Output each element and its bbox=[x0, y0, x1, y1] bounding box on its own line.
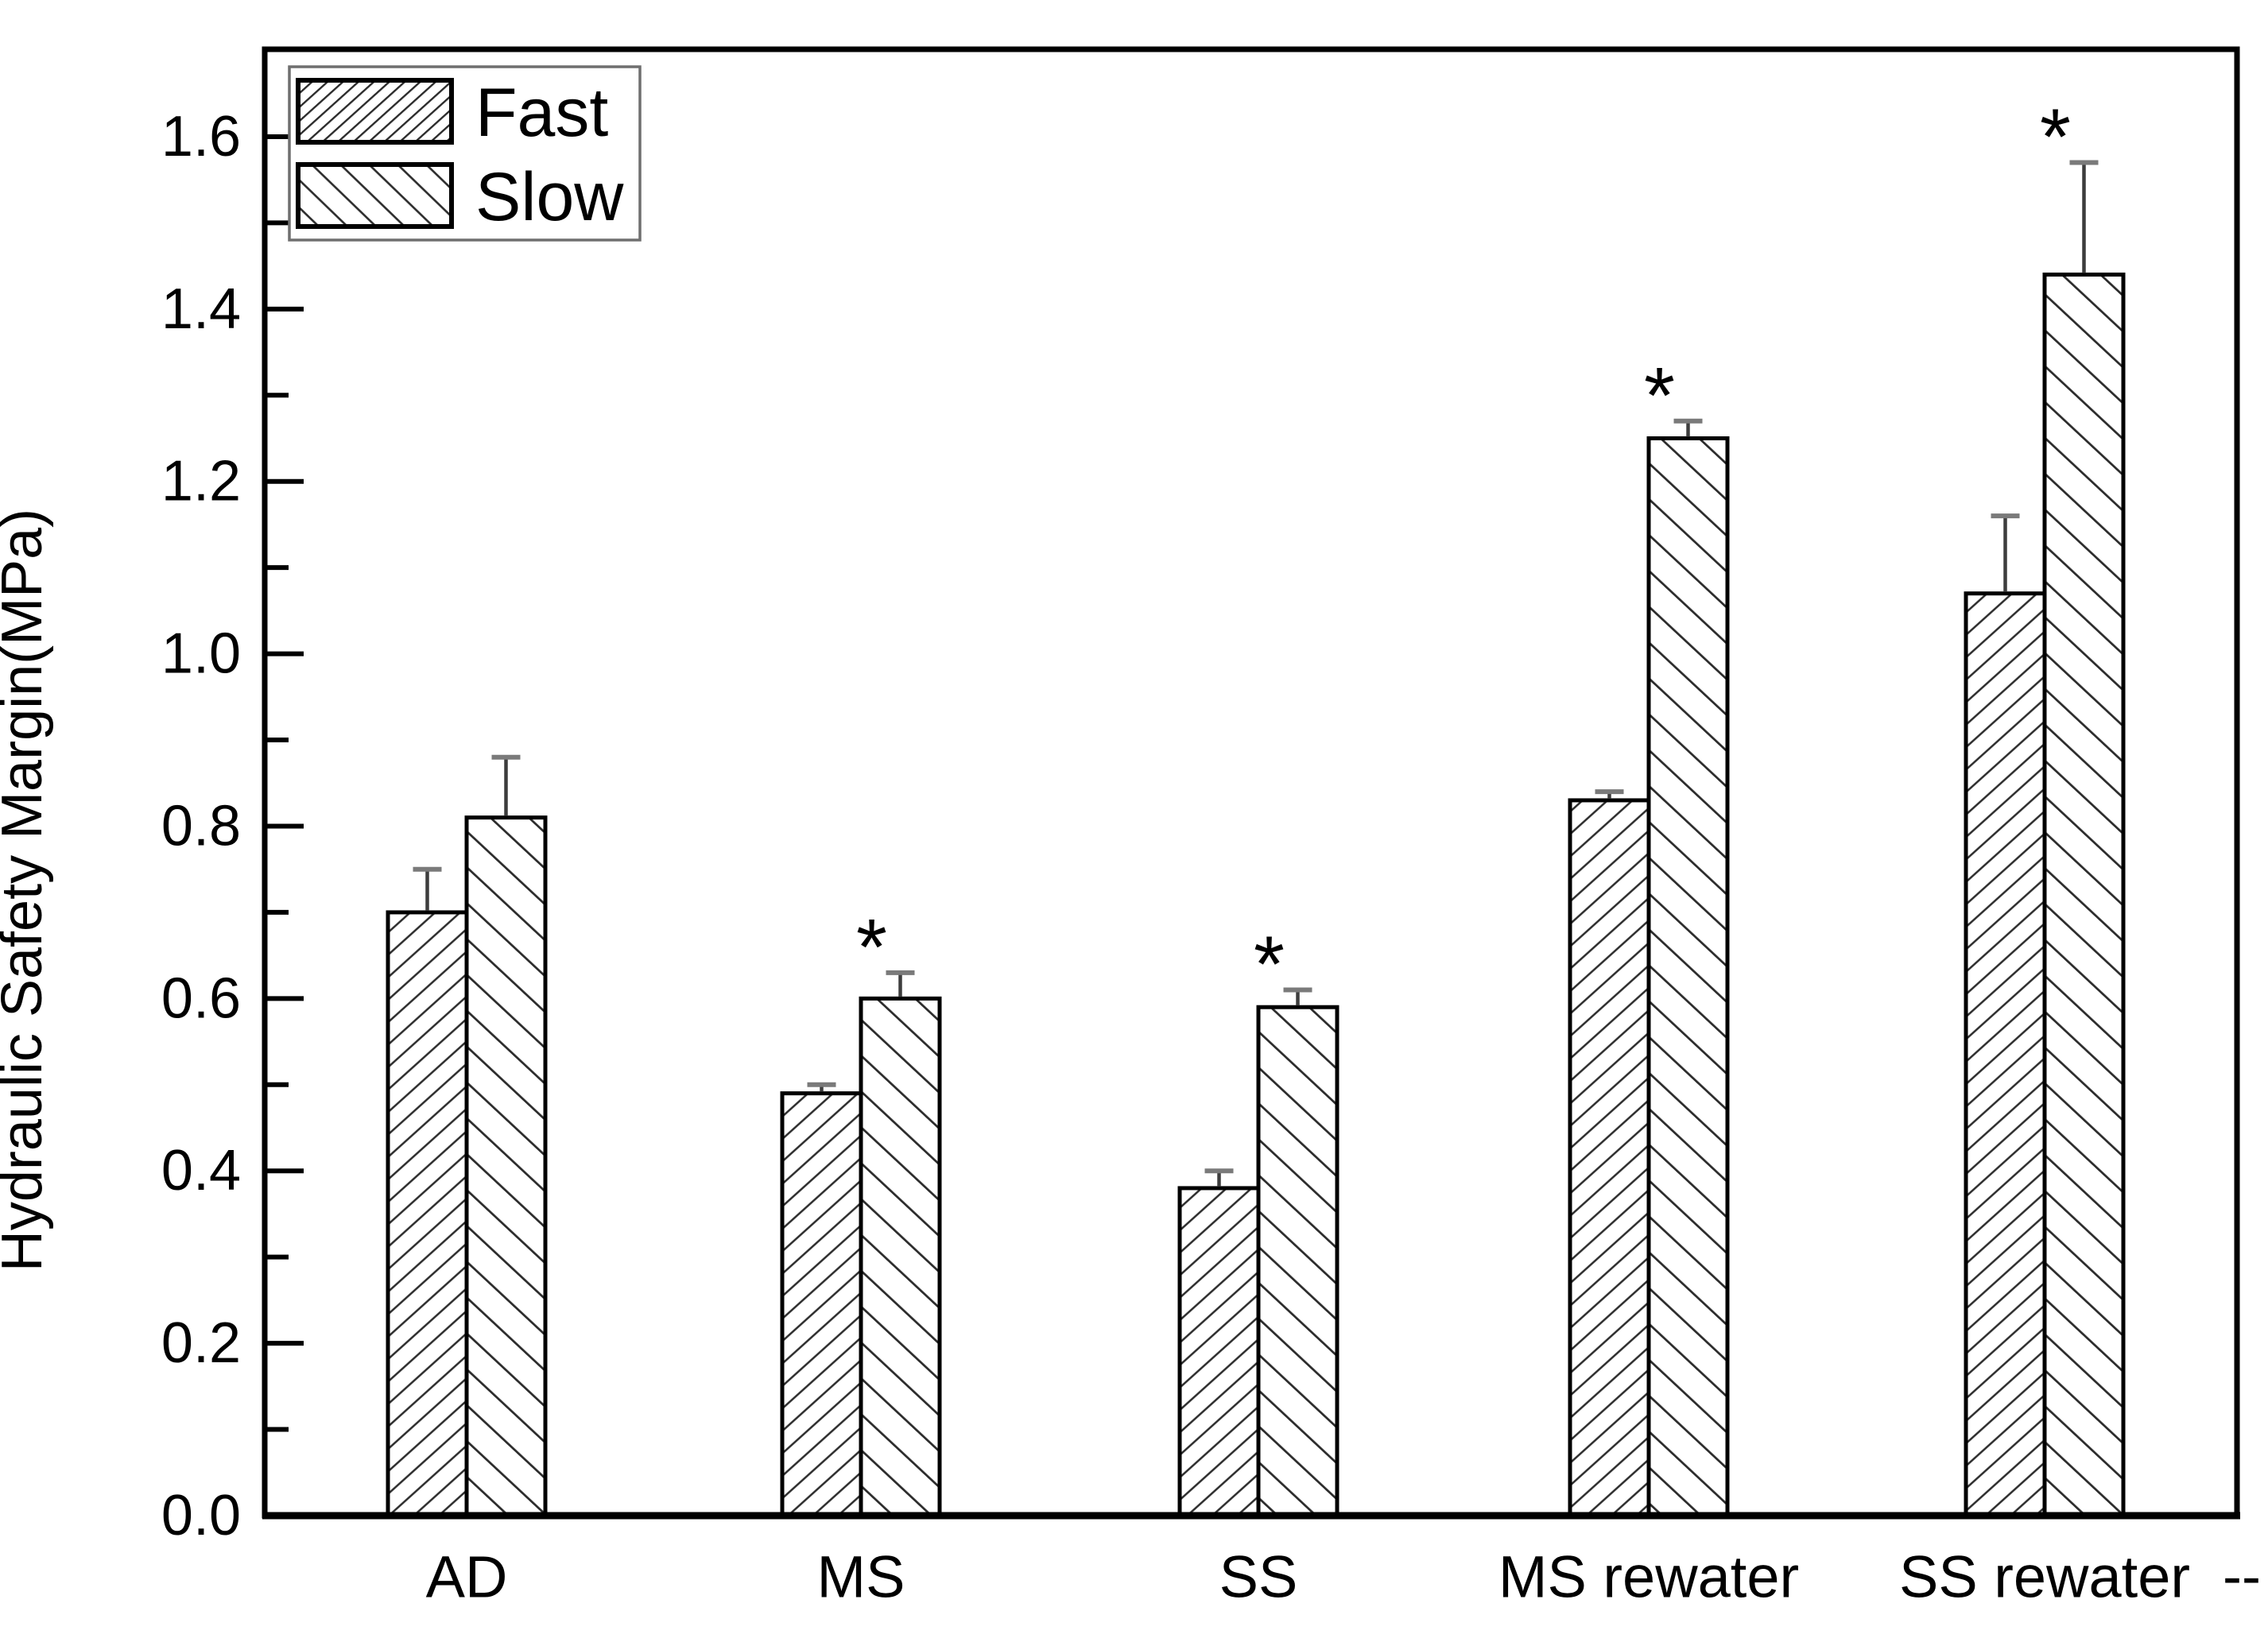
legend-label-fast: Fast bbox=[475, 75, 608, 151]
y-axis-tick-label: 0.0 bbox=[161, 1484, 241, 1547]
y-axis-tick-label: 0.2 bbox=[161, 1311, 241, 1375]
bar-fast-ss bbox=[1177, 1186, 1261, 1518]
x-axis-label-ss-rewater: SS rewater bbox=[1899, 1544, 2190, 1610]
y-axis-tick-label: 1.0 bbox=[161, 622, 241, 686]
significance-asterisk-ms-rewater: * bbox=[1644, 351, 1675, 440]
bar-fast-ms bbox=[780, 1091, 863, 1518]
legend-label-slow: Slow bbox=[475, 159, 624, 235]
y-axis-tick-label: 1.4 bbox=[161, 277, 241, 341]
bar-fast-ad bbox=[386, 910, 469, 1518]
x-axis-label-ms: MS bbox=[817, 1544, 905, 1610]
significance-asterisk-ss: * bbox=[1254, 920, 1285, 1009]
error-bars-layer bbox=[413, 160, 2099, 1187]
y-axis-tick-label: 1.2 bbox=[161, 450, 241, 513]
bar-fast-ms-rewater bbox=[1568, 798, 1651, 1518]
bar-slow-ad bbox=[464, 815, 548, 1518]
bars-layer bbox=[386, 272, 2126, 1518]
y-axis-tick-label: 1.6 bbox=[161, 105, 241, 168]
y-axis-title: Hydraulic Safety Margin(MPa) bbox=[0, 509, 54, 1272]
bar-slow-ms-rewater bbox=[1646, 436, 1730, 1518]
x-axis-overflow-label: -- bbox=[2223, 1545, 2261, 1609]
bar-slow-ss-rewater bbox=[2042, 272, 2126, 1518]
x-axis-label-ss: SS bbox=[1219, 1544, 1298, 1610]
x-axis-label-ms-rewater: MS rewater bbox=[1498, 1544, 1799, 1610]
bar-slow-ss bbox=[1256, 1005, 1339, 1518]
y-axis-ticks bbox=[267, 134, 304, 1432]
bar-fast-ss-rewater bbox=[1964, 591, 2047, 1518]
bar-slow-ms bbox=[859, 996, 942, 1518]
y-axis-tick-label: 0.8 bbox=[161, 794, 241, 858]
significance-asterisk-ms: * bbox=[856, 903, 887, 992]
significance-asterisk-ss-rewater: * bbox=[2040, 92, 2071, 181]
x-axis-category-labels: AD MS SS MS rewater SS rewater bbox=[426, 1544, 2190, 1610]
legend-swatch-fast-hatch-icon bbox=[296, 78, 454, 145]
y-axis-tick-labels: 0.0 0.2 0.4 0.6 0.8 1.0 1.2 1.4 1.6 bbox=[161, 105, 241, 1547]
legend-swatch-slow-hatch-icon bbox=[296, 162, 454, 229]
x-axis-label-ad: AD bbox=[426, 1544, 508, 1610]
y-axis-tick-label: 0.4 bbox=[161, 1139, 241, 1202]
legend: Fast Slow bbox=[288, 65, 642, 242]
y-axis-tick-label: 0.6 bbox=[161, 966, 241, 1030]
significance-markers-layer: * * * * bbox=[856, 92, 2071, 1009]
